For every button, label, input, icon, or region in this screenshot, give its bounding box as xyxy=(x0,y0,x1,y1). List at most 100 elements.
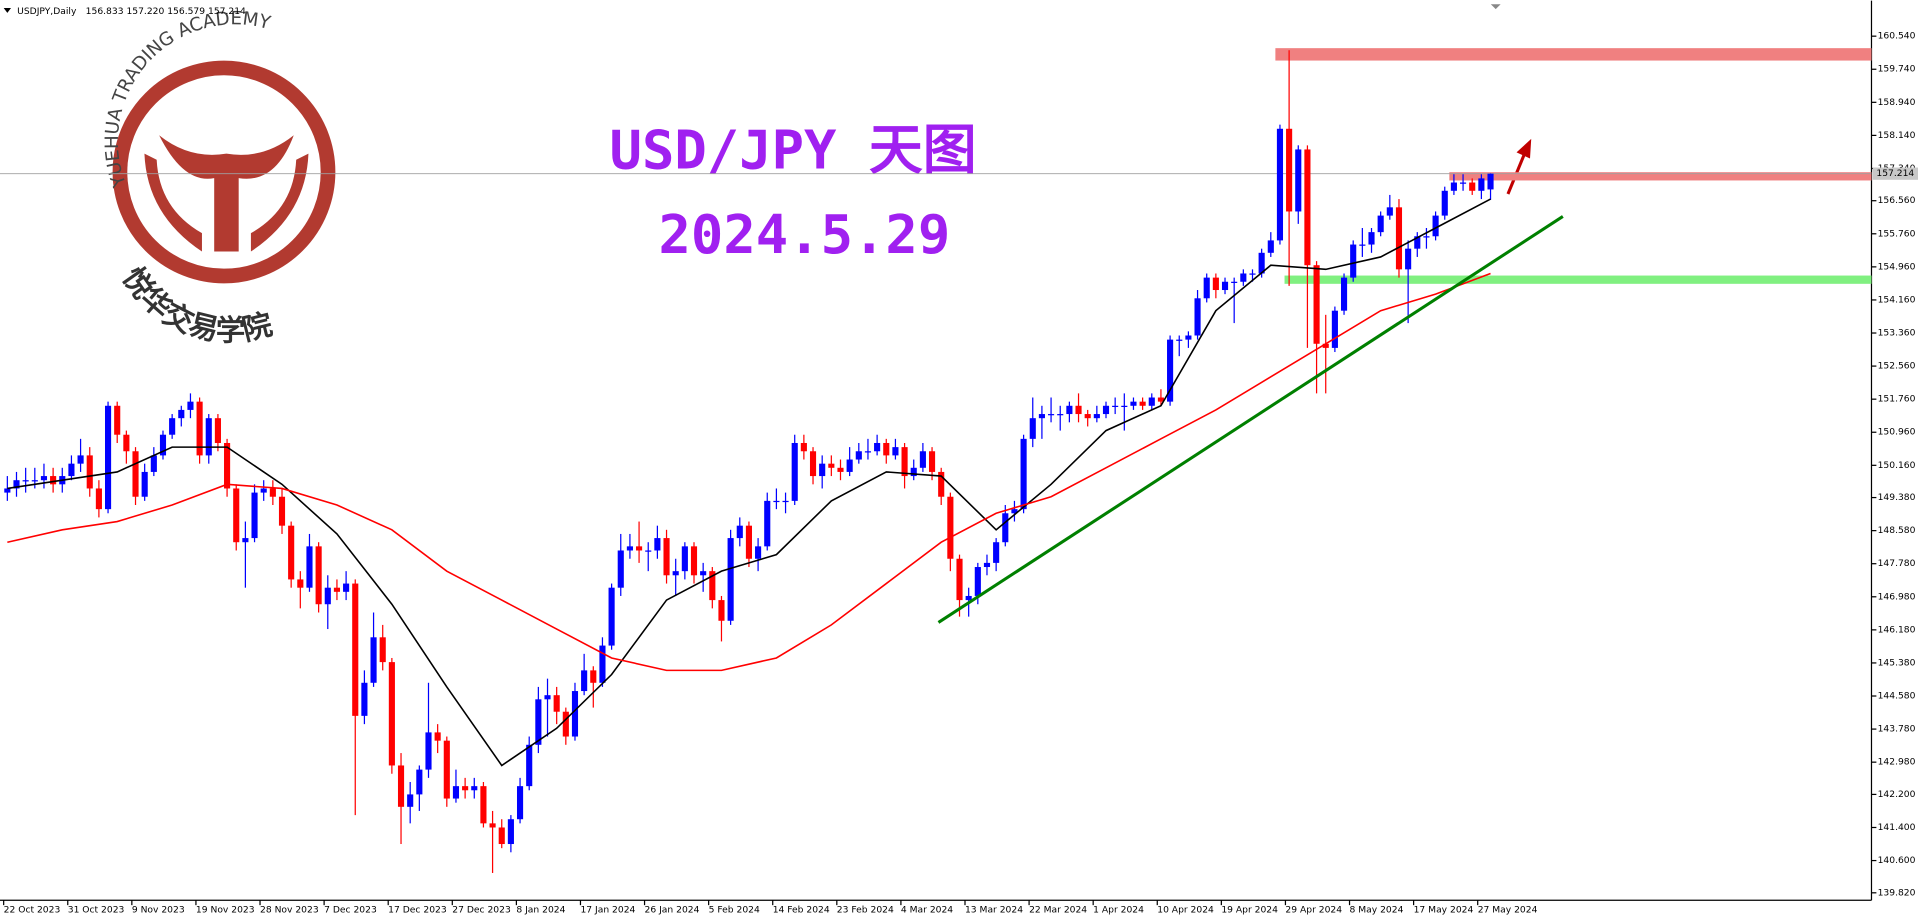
candle-body xyxy=(489,823,496,828)
candle-body xyxy=(1011,509,1018,514)
x-tick-label: 17 Jan 2024 xyxy=(580,905,635,916)
chart-title: USD/JPY 天图 xyxy=(610,118,977,181)
x-tick-label: 28 Nov 2023 xyxy=(260,905,319,916)
candle-body xyxy=(1295,149,1302,212)
candle-body xyxy=(1231,281,1238,283)
x-tick-label: 17 Dec 2023 xyxy=(388,905,447,916)
candle-body xyxy=(1194,298,1201,336)
candle-body xyxy=(947,496,954,559)
candle-body xyxy=(709,571,716,601)
candle-body xyxy=(1057,414,1064,416)
candle-body xyxy=(251,492,258,539)
candle-body xyxy=(425,732,432,770)
y-tick-label: 149.380 xyxy=(1878,492,1916,503)
shift-marker[interactable] xyxy=(1490,4,1501,10)
candle-body xyxy=(1203,277,1210,299)
candle-body xyxy=(1112,405,1119,408)
x-tick-label: 29 Apr 2024 xyxy=(1285,905,1342,916)
candle-body xyxy=(159,434,167,456)
candle-body xyxy=(727,538,734,621)
candle-body xyxy=(31,480,38,482)
candle-body xyxy=(553,695,560,712)
candle-body xyxy=(104,405,112,510)
x-tick-label: 26 Jan 2024 xyxy=(645,905,700,916)
candle-body xyxy=(388,662,395,766)
candle-body xyxy=(700,571,707,576)
candle-body xyxy=(956,558,963,601)
logo-emblem xyxy=(144,153,309,252)
x-tick-label: 17 May 2024 xyxy=(1414,905,1474,916)
candle-body xyxy=(1139,401,1146,406)
x-tick-label: 8 Jan 2024 xyxy=(516,905,565,916)
candle-body xyxy=(507,819,514,845)
candle-body xyxy=(1313,265,1320,344)
y-tick-label: 159.740 xyxy=(1878,64,1916,75)
candle-body xyxy=(1276,128,1284,241)
candle-body xyxy=(269,488,276,497)
candle-body xyxy=(233,488,240,543)
candle-body xyxy=(297,579,304,588)
y-tick-label: 142.980 xyxy=(1878,757,1916,768)
candle-body xyxy=(370,637,377,683)
y-tick-label: 154.960 xyxy=(1878,261,1916,272)
candle-body xyxy=(1102,405,1110,415)
candle-body xyxy=(1240,273,1247,282)
candle-body xyxy=(1167,339,1174,402)
candle-body xyxy=(1066,405,1073,415)
y-tick-label: 144.580 xyxy=(1878,691,1916,702)
x-tick-label: 7 Dec 2023 xyxy=(324,905,377,916)
x-tick-label: 31 Oct 2023 xyxy=(68,905,125,916)
candle-body xyxy=(755,546,762,559)
candle-body xyxy=(434,732,441,741)
candle-body xyxy=(1029,418,1036,439)
x-tick-label: 5 Feb 2024 xyxy=(709,905,760,916)
candle-body xyxy=(333,587,341,592)
candle-body xyxy=(764,500,771,547)
candle-body xyxy=(846,459,853,472)
candle-body xyxy=(214,418,221,443)
y-tick-label: 140.600 xyxy=(1878,855,1916,866)
candle-body xyxy=(416,769,423,795)
logo-ring xyxy=(112,60,336,284)
candle-body xyxy=(571,691,579,737)
x-tick-label: 27 Dec 2023 xyxy=(452,905,511,916)
candle-body xyxy=(1048,414,1055,416)
y-tick-label: 145.380 xyxy=(1878,657,1916,668)
candle-body xyxy=(855,451,862,460)
candle-body xyxy=(306,546,313,588)
chart-subtitle: 2024.5.29 xyxy=(659,203,951,266)
candle-body xyxy=(590,670,597,683)
candle-body xyxy=(837,467,844,472)
candle-body xyxy=(718,600,725,621)
candle-body xyxy=(452,786,460,799)
candle-body xyxy=(1377,215,1384,233)
y-tick-label: 152.560 xyxy=(1878,361,1916,372)
y-tick-label: 143.780 xyxy=(1878,724,1916,735)
menu-icon[interactable] xyxy=(3,7,12,13)
candle-body xyxy=(864,451,872,453)
candle-body xyxy=(983,562,991,568)
candle-body xyxy=(965,595,972,601)
candle-body xyxy=(150,455,157,472)
y-tick-label: 139.820 xyxy=(1878,887,1916,898)
y-tick-label: 146.980 xyxy=(1878,591,1916,602)
candle-body xyxy=(169,418,176,435)
candle-body xyxy=(1185,335,1192,340)
candle-body xyxy=(1176,339,1183,341)
x-tick-label: 9 Nov 2023 xyxy=(132,905,185,916)
candle-body xyxy=(1414,236,1421,249)
candle-body xyxy=(617,550,624,588)
candle-body xyxy=(663,538,670,576)
zone xyxy=(1449,172,1872,181)
candle-body xyxy=(1450,182,1457,191)
candle-body xyxy=(242,538,249,543)
y-tick-label: 142.200 xyxy=(1878,789,1916,800)
y-tick-label: 147.780 xyxy=(1878,558,1916,569)
candle-body xyxy=(1359,244,1366,246)
x-tick-label: 10 Apr 2024 xyxy=(1157,905,1214,916)
candle-body xyxy=(928,451,936,472)
x-tick-label: 14 Feb 2024 xyxy=(773,905,830,916)
candle-body xyxy=(800,442,807,452)
candle-body xyxy=(1148,397,1155,406)
